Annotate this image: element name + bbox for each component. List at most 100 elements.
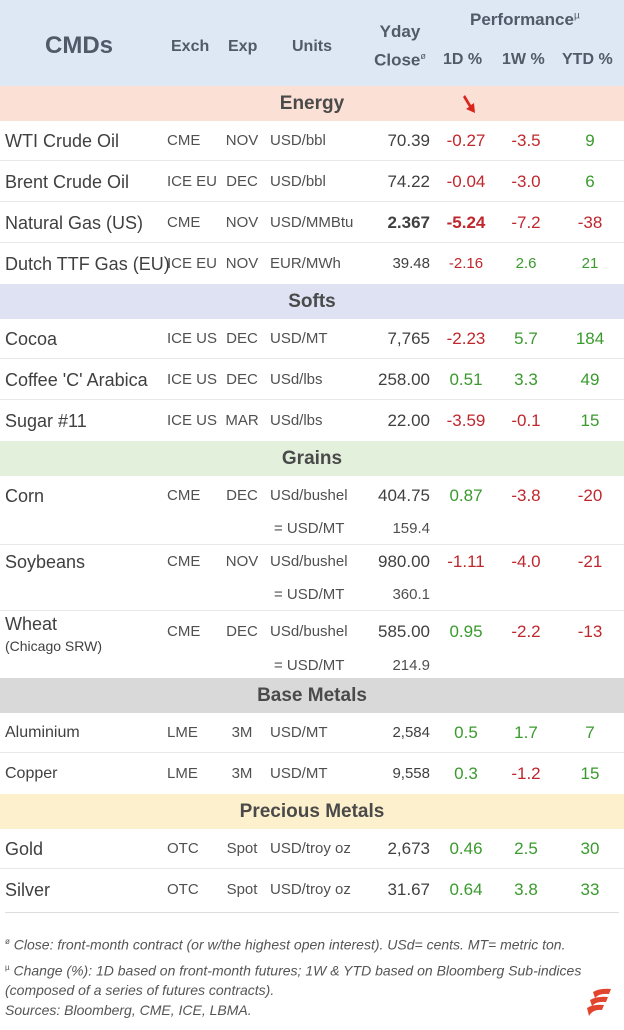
commodity-name-block: Wheat (Chicago SRW)	[5, 613, 102, 657]
expiry: DEC	[226, 371, 258, 388]
units: USD/MT	[270, 724, 328, 741]
footnote-change: µ Change (%): 1D based on front-month fu…	[5, 958, 590, 1001]
change-1w: -4.0	[511, 552, 541, 571]
units: USD/bbl	[270, 173, 326, 190]
section-precious-metals: Precious Metals	[0, 794, 624, 829]
change-1d: 0.46	[449, 839, 483, 858]
commodity-name: Cocoa	[5, 329, 58, 349]
change-1w: -2.2	[511, 622, 541, 641]
table-title: CMDs	[45, 32, 114, 59]
change-ytd: -38	[577, 213, 603, 232]
commodity-name: Wheat	[5, 614, 58, 634]
change-ytd: 33	[580, 880, 600, 899]
exchange: CME	[167, 553, 201, 570]
table-row-soybeans: Soybeans CME NOV USd/bushel 980.00 -1.11…	[0, 542, 624, 582]
conversion-label: = USD/MT	[274, 586, 345, 603]
footnote-close-mark: ø	[5, 937, 10, 946]
expiry: 3M	[231, 724, 253, 741]
table-row-wheat: Wheat (Chicago SRW) CME DEC USd/bushel 5…	[0, 609, 624, 655]
exchange: CME	[167, 623, 201, 640]
table-row-natgas: Natural Gas (US) CME NOV USD/MMBtu 2.367…	[0, 203, 624, 243]
header-ytd: YTD %	[562, 51, 613, 68]
exchange: LME	[167, 724, 198, 741]
conversion-value: 214.9	[392, 657, 430, 674]
yday-close: 39.48	[392, 255, 430, 272]
table-row-ttf: Dutch TTF Gas (EU) ICE EU NOV EUR/MWh 39…	[0, 244, 624, 284]
yday-close: 2.367	[387, 213, 430, 232]
change-1w: -3.5	[511, 131, 541, 150]
footnote-close-text: Close: front-month contract (or w/the hi…	[9, 936, 566, 953]
commodity-name: Gold	[5, 839, 44, 859]
conversion-label: = USD/MT	[274, 657, 345, 674]
section-grains: Grains	[0, 441, 624, 476]
exchange: CME	[167, 132, 201, 149]
change-1w: -1.2	[511, 764, 541, 783]
change-ytd: 15	[580, 411, 600, 430]
conversion-value: 360.1	[392, 586, 430, 603]
footnote-sources: Sources: Bloomberg, CME, ICE, LBMA.	[5, 1002, 252, 1019]
change-1d: -2.23	[446, 329, 486, 348]
yday-close: 74.22	[387, 172, 430, 191]
footnotes: ø Close: front-month contract (or w/the …	[5, 932, 605, 1020]
commodity-name: Sugar #11	[5, 411, 87, 431]
change-1w: 1.7	[514, 723, 538, 742]
section-softs: Softs	[0, 284, 624, 319]
change-ytd: 7	[585, 723, 595, 742]
exchange: ICE US	[167, 330, 218, 347]
change-ytd: -21	[577, 552, 603, 571]
units: USd/lbs	[270, 412, 323, 429]
exchange: ICE EU	[167, 173, 218, 190]
header-performance-label: Performance	[470, 10, 574, 29]
yday-close: 980.00	[378, 552, 430, 571]
exchange: ICE US	[167, 371, 218, 388]
change-ytd: 15	[580, 764, 600, 783]
change-1d: -0.27	[446, 131, 486, 150]
commodity-name: Soybeans	[5, 552, 86, 572]
table-row-soybeans-conversion: = USD/MT 360.1	[0, 579, 624, 611]
change-1d: -5.24	[446, 213, 486, 232]
table-row-gold: Gold OTC Spot USD/troy oz 2,673 0.46 2.5…	[0, 829, 624, 869]
commodity-name: Natural Gas (US)	[5, 213, 144, 233]
units: USD/troy oz	[270, 840, 351, 857]
units: USD/troy oz	[270, 881, 351, 898]
exchange: OTC	[167, 840, 199, 857]
commodity-name: WTI Crude Oil	[5, 131, 120, 151]
units: USD/MT	[270, 765, 328, 782]
header-exch: Exch	[171, 38, 210, 55]
table-row-corn-conversion: = USD/MT 159.4	[0, 513, 624, 545]
header-1w: 1W %	[502, 51, 545, 68]
units: USd/bushel	[270, 623, 348, 640]
table-row-aluminium: Aluminium LME 3M USD/MT 2,584 0.5 1.7 7	[0, 713, 624, 753]
commodity-name: Coffee 'C' Arabica	[5, 370, 148, 390]
header-units: Units	[292, 38, 332, 55]
footnote-close: ø Close: front-month contract (or w/the …	[5, 932, 605, 955]
commodity-name: Aluminium	[5, 724, 80, 741]
table-row-coffee: Coffee 'C' Arabica ICE US DEC USd/lbs 25…	[0, 360, 624, 400]
change-ytd: 184	[575, 329, 605, 348]
table-row-silver: Silver OTC Spot USD/troy oz 31.67 0.64 3…	[0, 870, 624, 910]
units: EUR/MWh	[270, 255, 341, 272]
footer-divider	[5, 912, 619, 913]
commodity-name: Dutch TTF Gas (EU)	[5, 254, 170, 274]
change-1w: 2.6	[515, 255, 537, 272]
conversion-label: = USD/MT	[274, 520, 345, 537]
table-row-wti: WTI Crude Oil CME NOV USD/bbl 70.39 -0.2…	[0, 121, 624, 161]
units: USd/bushel	[270, 553, 348, 570]
change-1w: 2.5	[514, 839, 538, 858]
change-1d: 0.5	[454, 723, 478, 742]
table-row-cocoa: Cocoa ICE US DEC USD/MT 7,765 -2.23 5.7 …	[0, 319, 624, 359]
table-row-brent: Brent Crude Oil ICE EU DEC USD/bbl 74.22…	[0, 162, 624, 202]
brand-logo-icon	[587, 988, 611, 1016]
expiry: DEC	[226, 330, 258, 347]
table-row-corn: Corn CME DEC USd/bushel 404.75 0.87 -3.8…	[0, 476, 624, 516]
header-performance-mark: µ	[573, 10, 580, 22]
header-yday-line1: Yday	[379, 22, 421, 41]
section-energy: Energy	[0, 86, 624, 121]
change-1w: -3.0	[511, 172, 541, 191]
change-1d: -2.16	[448, 255, 484, 272]
change-ytd: 49	[580, 370, 600, 389]
commodity-name: Brent Crude Oil	[5, 172, 130, 192]
yday-close: 7,765	[387, 329, 430, 348]
change-1w: -0.1	[511, 411, 541, 430]
header-yday-line2: Close	[374, 50, 421, 70]
